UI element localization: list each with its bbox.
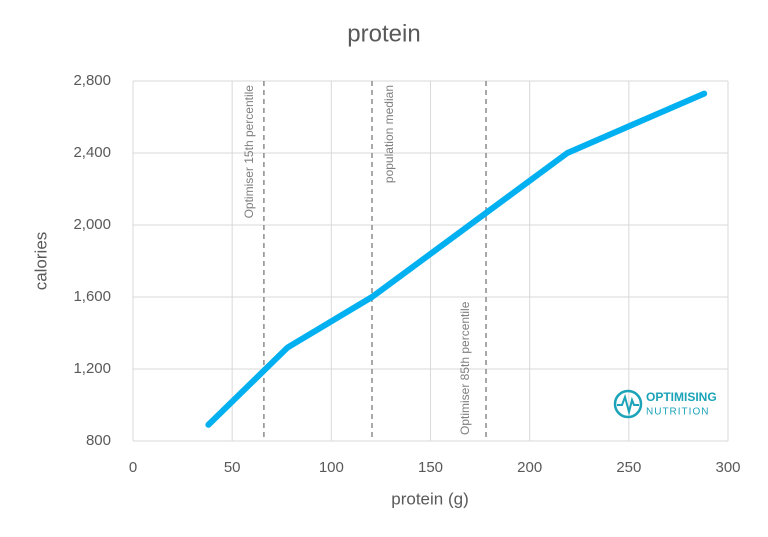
logo: OPTIMISING NUTRITION	[613, 389, 717, 419]
logo-wave	[617, 393, 639, 416]
reference-label: Optimiser 85th percentile	[458, 301, 472, 435]
x-tick-label: 50	[224, 459, 241, 476]
x-tick-label: 250	[616, 459, 641, 476]
reference-label: population median	[382, 85, 396, 183]
logo-subtext: NUTRITION	[646, 407, 709, 418]
logo-icon	[613, 389, 643, 419]
x-tick-label: 0	[129, 459, 137, 476]
x-tick-label: 150	[418, 459, 443, 476]
x-tick-label: 200	[517, 459, 542, 476]
y-tick-label: 1,200	[73, 360, 111, 377]
y-tick-label: 2,000	[73, 216, 111, 233]
reference-label: Optimiser 15th percentile	[242, 85, 256, 219]
chart-title: protein	[347, 20, 420, 47]
y-tick-label: 2,800	[73, 72, 111, 89]
y-tick-label: 1,600	[73, 288, 111, 305]
logo-text: OPTIMISING	[646, 390, 717, 404]
y-tick-label: 2,400	[73, 144, 111, 161]
x-tick-label: 100	[319, 459, 344, 476]
x-tick-label: 300	[715, 459, 740, 476]
x-axis-label: protein (g)	[391, 489, 468, 508]
y-tick-label: 800	[86, 432, 111, 449]
data-line	[205, 90, 708, 428]
y-axis-label: calories	[31, 232, 50, 291]
